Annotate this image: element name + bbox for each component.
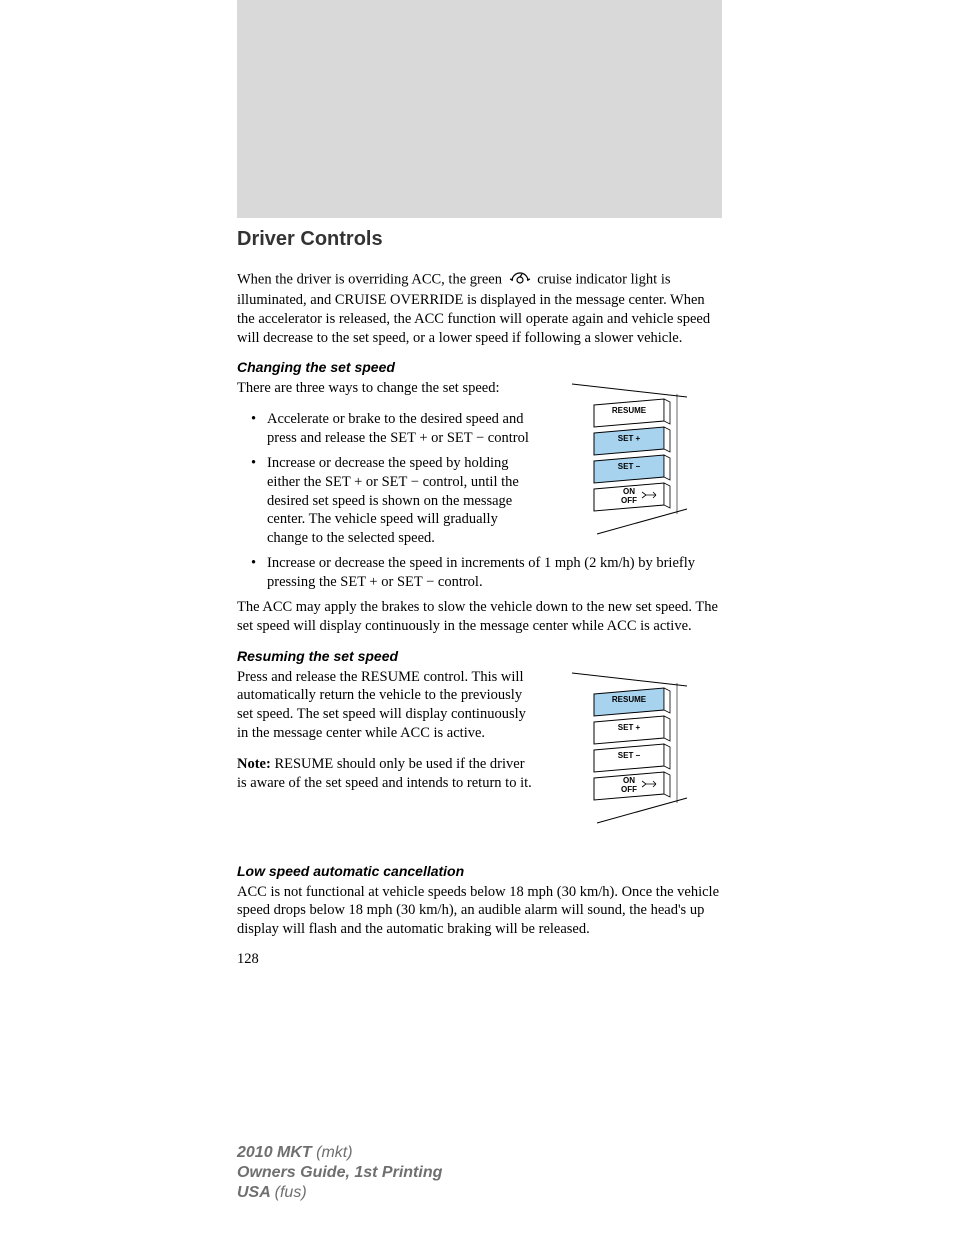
note-label: Note:	[237, 756, 271, 772]
page-content: Driver Controls When the driver is overr…	[237, 228, 722, 968]
svg-text:ON: ON	[623, 776, 635, 785]
footer-region: USA	[237, 1184, 275, 1201]
footer: 2010 MKT (mkt) Owners Guide, 1st Printin…	[237, 1143, 442, 1203]
footer-line3: USA (fus)	[237, 1183, 442, 1203]
section3-heading: Low speed automatic cancellation	[237, 863, 722, 879]
intro-paragraph: When the driver is overriding ACC, the g…	[237, 269, 722, 347]
intro-text-before: When the driver is overriding ACC, the g…	[237, 271, 502, 287]
cruise-indicator-icon	[508, 269, 532, 291]
svg-text:RESUME: RESUME	[612, 695, 647, 704]
section1-body: RESUMESET +SET −ONOFF There are three wa…	[237, 379, 722, 597]
section2-heading: Resuming the set speed	[237, 648, 722, 664]
svg-text:SET +: SET +	[618, 723, 641, 732]
cruise-control-diagram-resume: RESUME SET + SET − ONOFF	[542, 668, 722, 833]
svg-text:SET −: SET −	[618, 751, 641, 760]
footer-model-code: (mkt)	[316, 1144, 352, 1161]
footer-model: 2010 MKT	[237, 1144, 316, 1161]
section1-tail: The ACC may apply the brakes to slow the…	[237, 598, 722, 636]
page-number: 128	[237, 951, 722, 968]
section1-bullets: Accelerate or brake to the desired speed…	[237, 410, 722, 592]
footer-line1: 2010 MKT (mkt)	[237, 1143, 442, 1163]
bullet-item: Accelerate or brake to the desired speed…	[237, 410, 722, 448]
bullet-item: Increase or decrease the speed in increm…	[237, 554, 722, 592]
section3-para: ACC is not functional at vehicle speeds …	[237, 883, 722, 940]
page-title: Driver Controls	[237, 228, 722, 251]
header-gray-box	[237, 0, 722, 218]
note-text: RESUME should only be used if the driver…	[237, 756, 532, 791]
section2-body: RESUMESET +SET −ONOFF Press and release …	[237, 668, 722, 839]
footer-region-code: (fus)	[275, 1184, 307, 1201]
bullet-item: Increase or decrease the speed by holdin…	[237, 454, 722, 548]
footer-line2: Owners Guide, 1st Printing	[237, 1163, 442, 1183]
svg-text:OFF: OFF	[621, 785, 637, 794]
section1-heading: Changing the set speed	[237, 359, 722, 375]
